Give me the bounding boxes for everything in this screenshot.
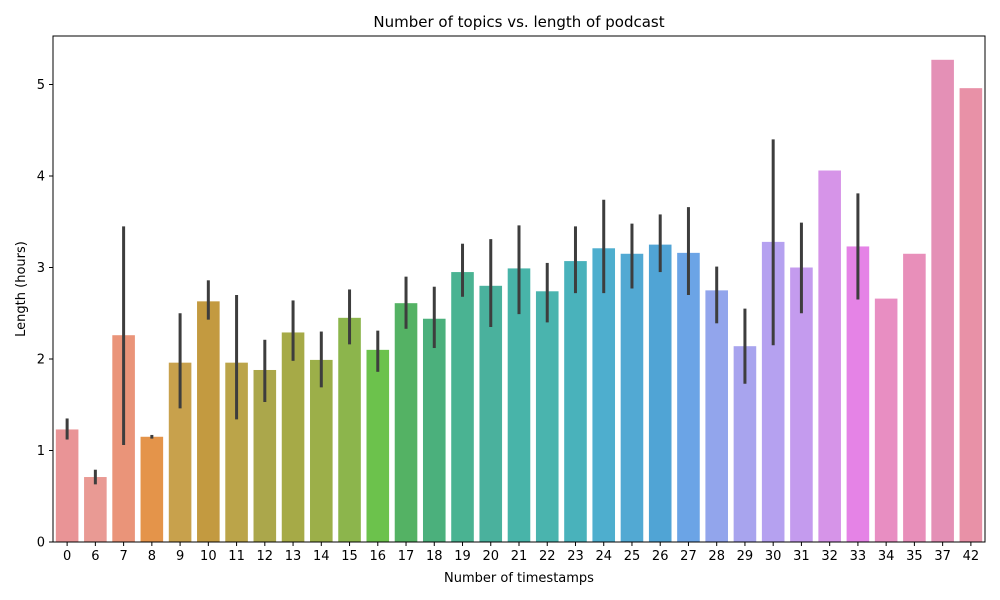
bar-8 [140,436,164,542]
x-tick-label-15: 15 [341,549,358,564]
y-tick-label-2: 2 [37,353,45,368]
y-tick-label-1: 1 [37,444,45,459]
bars-layer [55,59,983,543]
bar-0 [55,429,79,542]
y-tick-label-0: 0 [37,536,45,551]
x-tick-label-16: 16 [370,549,387,564]
x-tick-label-31: 31 [793,549,810,564]
x-tick-label-10: 10 [200,549,217,564]
x-tick-label-28: 28 [708,549,725,564]
bar-30 [761,241,785,542]
x-tick-label-11: 11 [228,549,245,564]
bar-25 [620,253,644,542]
x-tick-label-34: 34 [878,549,895,564]
x-tick-label-24: 24 [595,549,612,564]
bar-32 [818,170,841,542]
bar-34 [874,298,898,542]
x-tick-label-32: 32 [821,549,838,564]
x-tick-label-12: 12 [257,549,274,564]
x-tick-label-22: 22 [539,549,556,564]
bar-26 [648,244,672,542]
bar-13 [281,332,305,542]
x-tick-label-25: 25 [624,549,641,564]
bar-31 [790,267,813,542]
x-tick-label-14: 14 [313,549,330,564]
chart-title: Number of topics vs. length of podcast [373,13,664,31]
x-tick-label-23: 23 [567,549,584,564]
x-tick-label-8: 8 [148,549,156,564]
x-tick-label-17: 17 [398,549,415,564]
bar-15 [338,317,361,542]
bar-17 [394,303,418,542]
bar-37 [931,59,954,542]
bar-22 [535,291,559,542]
y-tick-label-3: 3 [37,261,45,276]
x-axis-title: Number of timestamps [444,571,594,586]
bar-27 [677,252,700,543]
bar-10 [197,301,220,542]
x-tick-label-27: 27 [680,549,697,564]
x-tick-label-42: 42 [963,549,980,564]
x-tick-label-20: 20 [482,549,499,564]
bar-42 [959,88,983,542]
x-tick-label-21: 21 [511,549,528,564]
bar-21 [507,268,531,542]
bar-11 [225,362,248,542]
bar-23 [564,261,587,542]
bar-24 [592,248,616,542]
x-tick-label-7: 7 [119,549,127,564]
bar-16 [366,349,390,542]
bar-20 [479,285,503,542]
x-tick-label-37: 37 [934,549,951,564]
bar-12 [253,369,277,542]
x-tick-label-19: 19 [454,549,471,564]
x-axis-ticks: 0 6 7 8 9 10 11 12 13 14 15 16 17 18 19 20 21 22 23 24 25 26 2… [63,542,979,564]
bar-35 [903,253,926,542]
y-axis-ticks: 0 1 2 3 4 5 [37,78,53,551]
x-tick-label-29: 29 [737,549,754,564]
x-tick-label-26: 26 [652,549,669,564]
bar-6 [84,477,107,542]
x-tick-label-18: 18 [426,549,443,564]
y-axis-title: Length (hours) [14,241,29,337]
x-tick-label-35: 35 [906,549,923,564]
bar-9 [168,362,192,542]
bar-14 [310,359,333,542]
errorbar-layer [65,139,860,485]
x-tick-label-9: 9 [176,549,184,564]
bar-28 [705,290,728,542]
x-tick-label-33: 33 [850,549,867,564]
x-tick-label-30: 30 [765,549,782,564]
bar-18 [422,318,446,542]
bar-33 [846,246,870,542]
bar-29 [733,346,757,542]
y-tick-label-5: 5 [37,78,45,93]
y-tick-label-4: 4 [37,170,45,185]
x-tick-label-0: 0 [63,549,71,564]
x-tick-label-13: 13 [285,549,302,564]
bar-19 [451,272,474,542]
x-tick-label-6: 6 [91,549,99,564]
